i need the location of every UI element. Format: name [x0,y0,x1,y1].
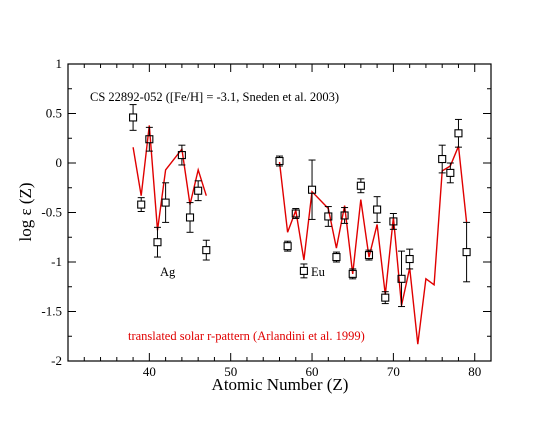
square-marker [356,181,365,190]
data-point [283,240,292,252]
x-tick-label: 70 [387,364,400,379]
y-tick-label: -0.5 [41,205,62,220]
data-point [438,144,447,174]
data-point [145,126,154,152]
square-marker [446,168,455,177]
square-marker [462,248,471,257]
data-point [185,202,195,233]
data-point [161,182,170,223]
data-point [129,104,138,131]
square-marker [153,238,162,247]
square-marker [137,200,146,209]
data-point [137,197,146,213]
square-marker [145,135,154,144]
square-marker [405,254,414,264]
square-marker [299,266,308,275]
data-point [405,248,414,270]
square-marker [389,217,398,226]
square-marker [364,251,374,260]
data-point [332,251,341,263]
square-marker [332,253,341,262]
data-point [462,221,471,283]
y-tick-label: 0.5 [46,106,62,121]
square-marker [348,269,357,278]
data-point [389,212,398,230]
square-marker [185,213,195,222]
data-point [348,268,357,280]
x-tick-label: 80 [468,364,481,379]
data-point [194,180,203,202]
square-marker [340,211,349,220]
y-tick-label: 0 [56,155,63,170]
y-tick-label: -1.5 [41,304,62,319]
square-marker [438,154,447,164]
data-point [356,178,365,194]
square-marker [373,205,382,214]
square-marker [397,274,406,283]
y-tick-label: -2 [51,353,62,368]
x-tick-label: 60 [306,364,319,379]
square-marker [194,186,203,195]
solar-line-segment [132,125,207,231]
square-marker [307,185,317,194]
data-point [397,250,406,308]
square-marker [381,293,390,302]
data-point [381,291,390,305]
data-point [340,207,349,224]
data-point [454,118,463,148]
data-point [299,263,308,279]
data-point [177,144,186,166]
data-point [324,206,333,227]
plot-frame [67,63,492,362]
data-point [446,162,455,184]
x-tick-label: 50 [224,364,237,379]
square-marker [129,113,138,122]
data-point [275,155,284,167]
data-point [307,159,317,220]
data-point [202,239,211,261]
y-tick-label: -1 [51,254,62,269]
data-point [364,249,374,261]
data-point [291,208,300,219]
observed-abundances [129,104,471,308]
data-point [373,196,382,223]
eu-annotation: Eu [311,265,326,279]
square-marker [177,151,186,160]
x-tick-label: 40 [143,364,156,379]
ag-annotation: Ag [160,265,176,279]
solar-line-segment [278,145,468,345]
square-marker [161,198,170,207]
solar-pattern-line [132,125,468,345]
solar-annotation: translated solar r-pattern (Arlandini et… [128,329,365,343]
square-marker [291,209,300,218]
star-annotation: CS 22892-052 ([Fe/H] = -3.1, Sneden et a… [90,90,339,104]
square-marker [283,242,292,251]
x-axis-label: Atomic Number (Z) [212,375,349,394]
square-marker [324,212,333,221]
square-marker [275,156,284,166]
square-marker [454,129,463,138]
square-marker [202,246,211,255]
y-axis-label: log ε (Z) [16,182,35,241]
data-point [153,226,162,258]
y-tick-label: 1 [56,56,63,71]
axis-ticks: 40 50 60 70 80 -2 -1.5 -1 -0.5 0 0.5 1 [41,56,491,379]
